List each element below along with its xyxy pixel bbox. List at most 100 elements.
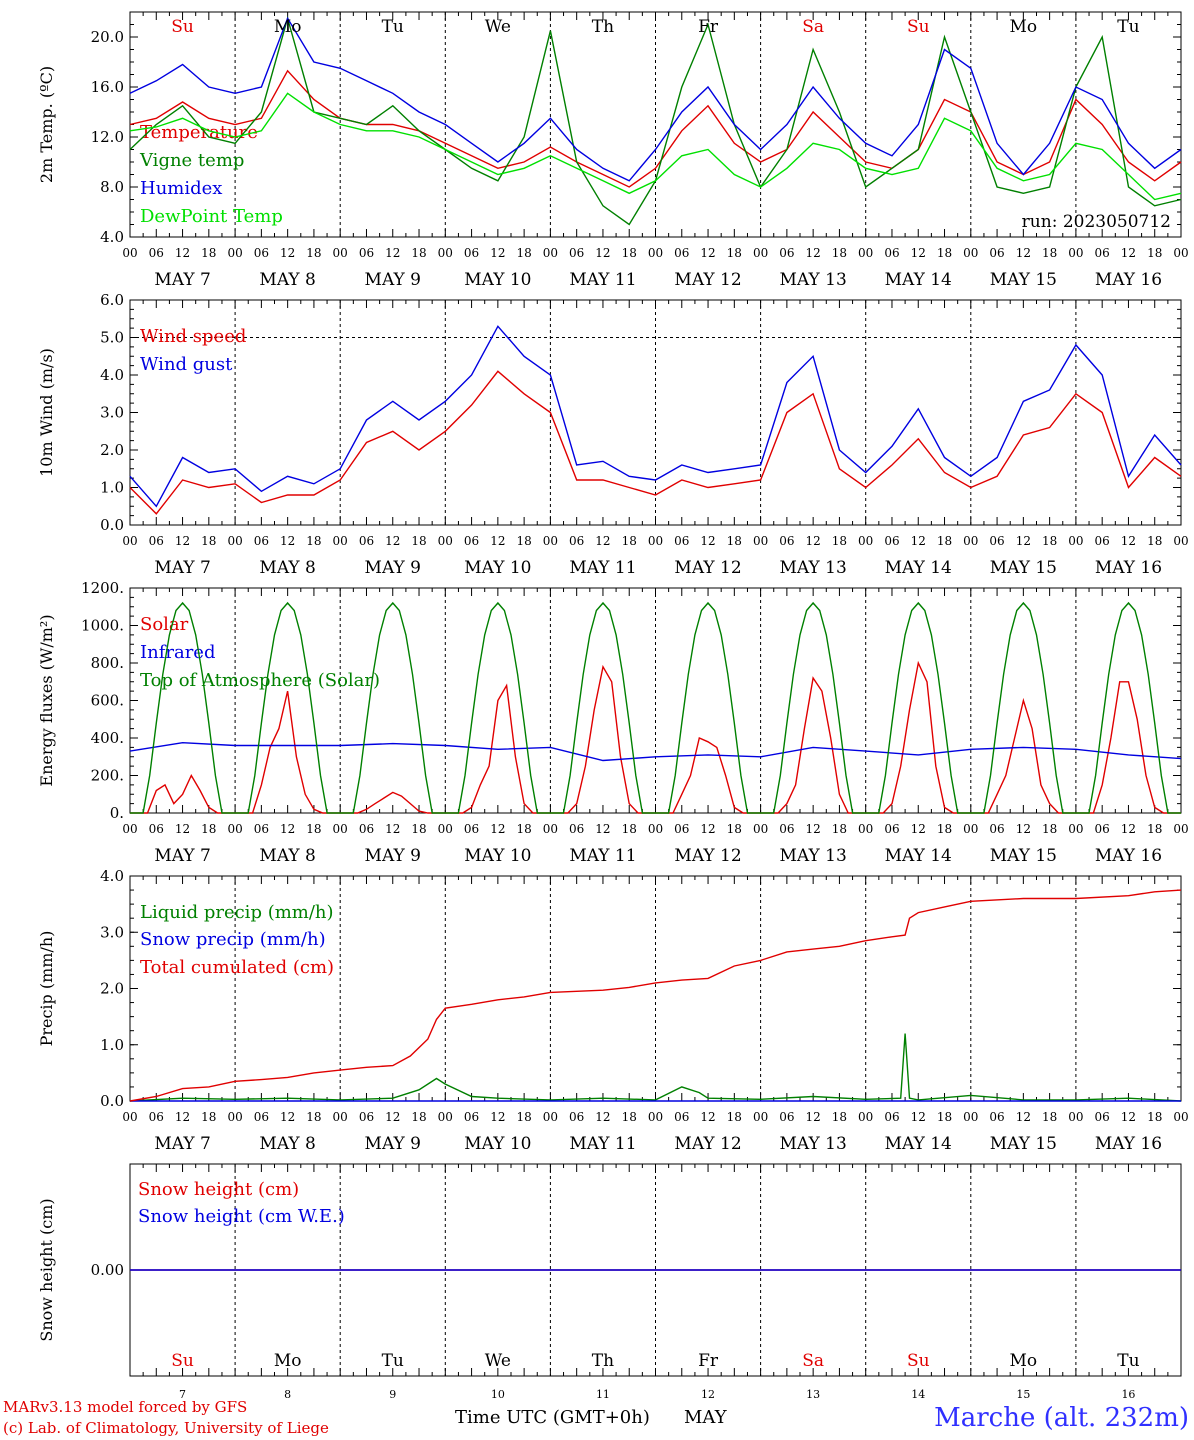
hour-label: 18 [411, 246, 426, 260]
weekday-label: Su [171, 17, 194, 37]
hour-label: 00 [1173, 534, 1188, 548]
hour-label: 00 [333, 1110, 348, 1124]
day-number: 12 [701, 1388, 715, 1401]
weekday-label: Tu [1117, 1351, 1139, 1371]
hour-label: 00 [858, 822, 873, 836]
day-label: MAY 14 [885, 1134, 952, 1154]
hour-label: 12 [806, 822, 821, 836]
y-tick-label: 2.0 [100, 441, 124, 459]
hour-label: 12 [490, 246, 505, 260]
hour-label: 00 [648, 246, 663, 260]
hour-label: 18 [1147, 822, 1162, 836]
hour-label: 00 [438, 534, 453, 548]
hour-label: 00 [1068, 1110, 1083, 1124]
hour-label: 12 [175, 246, 190, 260]
hour-label: 12 [490, 534, 505, 548]
hour-label: 18 [1042, 246, 1057, 260]
weekday-label: Fr [698, 1351, 719, 1371]
weekday-label: Su [907, 1351, 930, 1371]
hour-label: 12 [1016, 534, 1031, 548]
y-tick-label: 4.0 [100, 867, 124, 885]
day-label: MAY 11 [569, 846, 636, 866]
weekday-label: Th [592, 17, 614, 37]
hour-label: 00 [333, 822, 348, 836]
day-label: MAY 11 [569, 1134, 636, 1154]
hour-label: 12 [175, 822, 190, 836]
series-line-top-of-atmosphere-solar- [130, 601, 1181, 814]
hour-label: 06 [149, 534, 164, 548]
hour-label: 12 [1121, 822, 1136, 836]
legend-entry: Liquid precip (mm/h) [140, 902, 334, 923]
hour-label: 12 [806, 1110, 821, 1124]
panel-temp: 4.0 8.0 12.0 16.0 20.0 2m Temp. (ºC) Temperatu… [37, 11, 1189, 290]
legend-entry: Total cumulated (cm) [140, 957, 334, 978]
month-label: MAY [684, 1407, 728, 1428]
hour-label: 18 [1147, 1110, 1162, 1124]
hour-label: 06 [149, 822, 164, 836]
y-tick-label: 2.0 [100, 980, 124, 998]
hour-label: 12 [175, 1110, 190, 1124]
day-label: MAY 14 [885, 270, 952, 290]
hour-label: 00 [963, 534, 978, 548]
weekday-label: Tu [382, 17, 404, 37]
hour-label: 06 [1095, 822, 1110, 836]
hour-label: 12 [911, 1110, 926, 1124]
station-name: Marche (alt. 232m) [934, 1403, 1189, 1433]
hour-label: 06 [464, 246, 479, 260]
day-label: MAY 10 [464, 846, 531, 866]
series-line-dewpoint-temp [129, 92, 1182, 201]
y-tick-label: 4.0 [100, 366, 124, 384]
hour-label: 12 [1121, 534, 1136, 548]
hour-label: 18 [727, 246, 742, 260]
hour-label: 12 [385, 1110, 400, 1124]
y-tick-label: 800. [91, 654, 124, 672]
hour-label: 12 [911, 246, 926, 260]
day-label: MAY 14 [885, 846, 952, 866]
day-label: MAY 13 [780, 558, 847, 578]
day-label: MAY 10 [464, 558, 531, 578]
hour-label: 06 [569, 246, 584, 260]
y-tick-label: 1.0 [100, 479, 124, 497]
day-label: MAY 14 [885, 558, 952, 578]
day-number: 10 [491, 1388, 505, 1401]
day-label: MAY 10 [464, 270, 531, 290]
legend-entry: Wind gust [140, 354, 233, 375]
hour-label: 06 [1095, 246, 1110, 260]
hour-label: 06 [779, 822, 794, 836]
series-line-total-cumulated-cm- [129, 889, 1182, 1102]
hour-label: 06 [254, 246, 269, 260]
day-label: MAY 13 [780, 270, 847, 290]
day-label: MAY 13 [780, 1134, 847, 1154]
series-line-wind-speed [129, 370, 1182, 515]
y-tick-label: 3.0 [100, 923, 124, 941]
hour-label: 00 [858, 246, 873, 260]
hour-label: 12 [490, 822, 505, 836]
footer-lab-credit: (c) Lab. of Climatology, University of L… [3, 1419, 329, 1437]
day-number: 16 [1121, 1388, 1135, 1401]
legend-entry: Snow precip (mm/h) [140, 929, 326, 950]
footer-model-credit: MARv3.13 model forced by GFS [3, 1398, 247, 1416]
hour-label: 12 [806, 246, 821, 260]
hour-label: 00 [753, 534, 768, 548]
hour-label: 12 [700, 1110, 715, 1124]
hour-label: 18 [201, 1110, 216, 1124]
hour-label: 12 [280, 246, 295, 260]
panel-energy: 0. 200. 400. 600. 800. 1000. 1200. Energy fluxe… [37, 579, 1189, 866]
hour-label: 00 [122, 1110, 137, 1124]
day-label: MAY 16 [1095, 846, 1162, 866]
hour-label: 06 [359, 534, 374, 548]
hour-label: 18 [411, 822, 426, 836]
hour-label: 06 [149, 1110, 164, 1124]
plot-frame [129, 299, 1182, 526]
hour-label: 00 [753, 1110, 768, 1124]
weekday-label: Mo [274, 1351, 302, 1371]
y-axis-title: 10m Wind (m/s) [37, 348, 56, 477]
weekday-label: Tu [1117, 17, 1139, 37]
y-tick-label: 5.0 [100, 329, 124, 347]
hour-label: 18 [306, 822, 321, 836]
hour-label: 00 [122, 534, 137, 548]
hour-label: 00 [333, 246, 348, 260]
panel-precip: 0.0 1.0 2.0 3.0 4.0 Precip (mm/h) Liquid preci… [37, 867, 1189, 1154]
hour-label: 18 [937, 246, 952, 260]
hour-label: 06 [254, 534, 269, 548]
